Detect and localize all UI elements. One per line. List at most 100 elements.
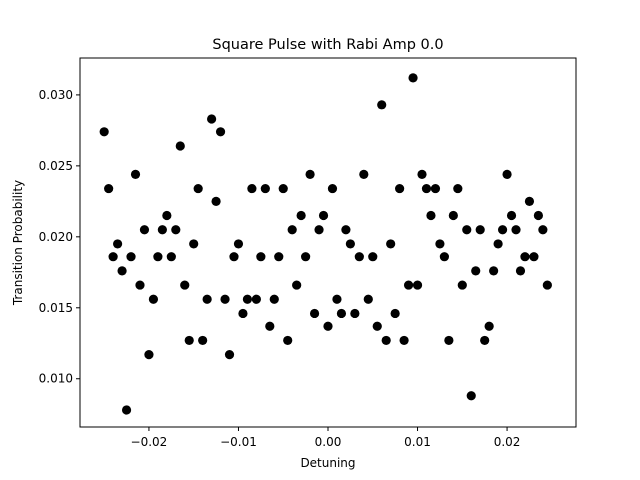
- x-axis-label: Detuning: [300, 456, 355, 470]
- data-point: [301, 252, 311, 262]
- data-point: [511, 225, 521, 235]
- data-point: [457, 280, 467, 290]
- data-point: [184, 335, 194, 346]
- plot-area-frame: [79, 57, 577, 428]
- x-tick-label: −0.01: [220, 435, 257, 449]
- data-point: [189, 239, 199, 249]
- data-point: [435, 239, 445, 249]
- data-point: [497, 225, 508, 235]
- data-point: [180, 280, 190, 290]
- data-point: [242, 294, 253, 304]
- data-point: [238, 308, 248, 319]
- data-point: [480, 335, 490, 346]
- data-point: [475, 225, 485, 235]
- data-point: [166, 252, 176, 262]
- data-point: [448, 210, 458, 221]
- data-point: [292, 280, 302, 290]
- data-point: [354, 252, 364, 262]
- data-point: [256, 252, 266, 262]
- data-point: [318, 210, 329, 221]
- y-tick-label: 0.030: [39, 88, 73, 102]
- data-point: [372, 321, 382, 331]
- data-point: [283, 335, 293, 346]
- data-point: [399, 335, 409, 346]
- data-point: [309, 308, 320, 319]
- y-axis-label: Transition Probability: [11, 180, 25, 306]
- data-point: [377, 100, 387, 110]
- data-point: [524, 196, 535, 206]
- y-axis-ticks: 0.010 0.015 0.020 0.025 0.030: [39, 88, 80, 386]
- data-point: [153, 252, 163, 262]
- data-point: [144, 350, 154, 360]
- data-point: [211, 196, 221, 206]
- data-point: [390, 308, 400, 319]
- data-point: [198, 335, 208, 346]
- data-point: [359, 169, 369, 179]
- chart-title: Square Pulse with Rabi Amp 0.0: [212, 37, 443, 53]
- x-tick-label: 0.00: [315, 435, 342, 449]
- data-point: [493, 239, 503, 249]
- data-point: [332, 294, 342, 304]
- y-tick-label: 0.010: [39, 372, 73, 386]
- data-point: [426, 210, 436, 221]
- data-point: [430, 183, 441, 194]
- data-point: [489, 266, 499, 276]
- data-point: [533, 210, 543, 221]
- data-point: [139, 225, 150, 235]
- data-point: [269, 294, 279, 304]
- data-point: [444, 335, 454, 346]
- data-point: [368, 252, 378, 262]
- data-point: [341, 225, 351, 235]
- data-point: [412, 280, 423, 290]
- data-point: [395, 183, 405, 194]
- data-point: [538, 225, 548, 235]
- data-point: [207, 114, 217, 124]
- data-point: [202, 294, 212, 304]
- data-point: [363, 294, 373, 304]
- data-points: [99, 73, 552, 415]
- data-point: [336, 308, 347, 319]
- data-point: [471, 266, 481, 276]
- y-tick-label: 0.020: [39, 230, 73, 244]
- data-point: [439, 252, 449, 262]
- data-point: [157, 225, 167, 235]
- data-point: [229, 252, 239, 262]
- data-point: [484, 321, 494, 331]
- data-point: [247, 183, 257, 194]
- data-point: [162, 210, 172, 221]
- data-point: [99, 127, 109, 137]
- data-point: [403, 280, 414, 290]
- data-point: [502, 169, 512, 179]
- data-point: [117, 266, 127, 276]
- data-point: [171, 225, 181, 235]
- data-point: [251, 294, 261, 304]
- x-axis-ticks: −0.02 −0.01 0.00 0.01 0.02: [131, 427, 521, 449]
- data-point: [215, 127, 226, 137]
- data-point: [520, 252, 530, 262]
- data-point: [148, 294, 159, 304]
- data-point: [130, 169, 141, 179]
- data-point: [265, 321, 275, 331]
- data-point: [104, 183, 114, 194]
- data-point: [381, 335, 391, 346]
- data-point: [466, 391, 476, 401]
- data-point: [506, 210, 517, 221]
- data-point: [327, 183, 338, 194]
- x-tick-label: −0.02: [131, 435, 168, 449]
- data-point: [260, 183, 270, 194]
- data-point: [350, 308, 360, 319]
- data-point: [453, 183, 463, 194]
- data-point: [220, 294, 230, 304]
- y-tick-label: 0.015: [39, 301, 73, 315]
- data-point: [421, 183, 432, 194]
- data-point: [314, 225, 324, 235]
- data-point: [274, 252, 284, 262]
- data-point: [233, 239, 244, 249]
- x-tick-label: 0.02: [494, 435, 521, 449]
- data-point: [408, 73, 418, 83]
- data-point: [121, 405, 132, 415]
- data-point: [305, 169, 315, 179]
- data-point: [175, 141, 185, 151]
